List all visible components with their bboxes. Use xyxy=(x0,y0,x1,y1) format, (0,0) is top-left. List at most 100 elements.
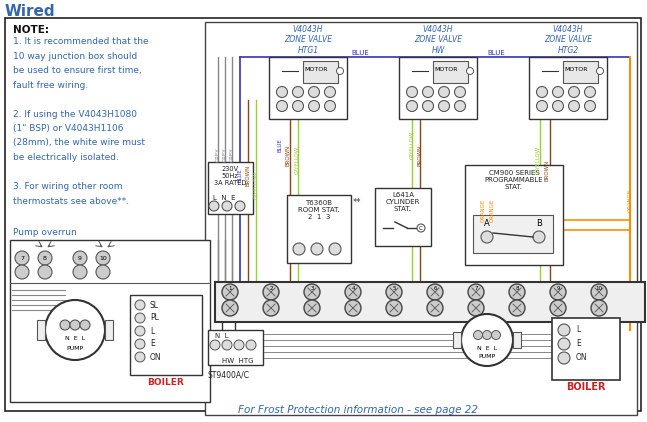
Text: BLUE: BLUE xyxy=(237,168,243,182)
Text: BOILER: BOILER xyxy=(566,382,606,392)
Circle shape xyxy=(15,251,29,265)
Circle shape xyxy=(558,324,570,336)
Text: NOTE:: NOTE: xyxy=(13,25,49,35)
Text: GREY: GREY xyxy=(215,148,221,162)
Text: C: C xyxy=(419,225,423,230)
Bar xyxy=(105,320,113,340)
Circle shape xyxy=(584,87,595,97)
Text: SL: SL xyxy=(150,300,159,309)
Bar xyxy=(208,162,253,214)
Circle shape xyxy=(325,87,336,97)
Text: 8: 8 xyxy=(515,286,519,290)
Text: MOTOR: MOTOR xyxy=(434,67,457,71)
Circle shape xyxy=(386,300,402,316)
Circle shape xyxy=(311,243,323,255)
Text: L641A
CYLINDER
STAT.: L641A CYLINDER STAT. xyxy=(386,192,420,212)
Text: 5: 5 xyxy=(392,286,396,290)
Bar xyxy=(563,61,598,83)
Circle shape xyxy=(550,300,566,316)
Circle shape xyxy=(550,284,566,300)
Text: 2. If using the V4043H1080: 2. If using the V4043H1080 xyxy=(13,109,137,119)
Circle shape xyxy=(509,300,525,316)
Circle shape xyxy=(468,284,484,300)
Text: V4043H
ZONE VALVE
HTG1: V4043H ZONE VALVE HTG1 xyxy=(284,25,332,55)
Circle shape xyxy=(235,201,245,211)
Circle shape xyxy=(309,87,320,97)
Text: 4: 4 xyxy=(351,286,355,290)
Text: 8: 8 xyxy=(43,255,47,260)
Circle shape xyxy=(45,300,105,360)
Text: 7: 7 xyxy=(20,255,24,260)
Circle shape xyxy=(304,300,320,316)
Bar xyxy=(269,57,347,119)
Circle shape xyxy=(536,87,547,97)
Circle shape xyxy=(558,338,570,350)
Circle shape xyxy=(80,320,90,330)
Bar xyxy=(10,240,210,402)
Circle shape xyxy=(135,313,145,323)
Text: (1" BSP) or V4043H1106: (1" BSP) or V4043H1106 xyxy=(13,124,124,133)
Circle shape xyxy=(304,284,320,300)
Text: BLUE: BLUE xyxy=(278,138,283,152)
Text: B: B xyxy=(536,219,542,227)
Text: ST9400A/C: ST9400A/C xyxy=(208,370,250,379)
Circle shape xyxy=(406,100,417,111)
Text: 2: 2 xyxy=(269,286,273,290)
Circle shape xyxy=(263,284,279,300)
Text: Pump overrun: Pump overrun xyxy=(13,228,77,237)
Circle shape xyxy=(422,100,433,111)
Circle shape xyxy=(73,251,87,265)
Text: BROWN: BROWN xyxy=(245,165,250,186)
Text: thermostats see above**.: thermostats see above**. xyxy=(13,197,129,206)
Text: L: L xyxy=(150,327,154,335)
Text: BOILER: BOILER xyxy=(148,378,184,387)
Circle shape xyxy=(483,330,492,340)
Text: ORANGE: ORANGE xyxy=(481,198,485,222)
Circle shape xyxy=(569,87,580,97)
Circle shape xyxy=(292,87,303,97)
Circle shape xyxy=(210,340,220,350)
Text: N  E  L: N E L xyxy=(65,335,85,341)
Bar xyxy=(465,165,563,265)
Text: L: L xyxy=(576,325,580,335)
Circle shape xyxy=(222,201,232,211)
Text: PUMP: PUMP xyxy=(478,354,496,360)
Circle shape xyxy=(222,284,238,300)
Circle shape xyxy=(454,100,465,111)
Circle shape xyxy=(246,340,256,350)
Circle shape xyxy=(292,100,303,111)
Bar xyxy=(529,57,607,119)
Circle shape xyxy=(135,326,145,336)
Circle shape xyxy=(38,251,52,265)
Text: BROWN: BROWN xyxy=(545,160,549,181)
Circle shape xyxy=(209,201,219,211)
Circle shape xyxy=(234,340,244,350)
Text: GREY: GREY xyxy=(223,148,228,162)
Circle shape xyxy=(474,330,483,340)
Text: GREY: GREY xyxy=(230,148,234,162)
Circle shape xyxy=(276,100,287,111)
Circle shape xyxy=(135,339,145,349)
Bar xyxy=(399,57,477,119)
Text: G/YELLOW: G/YELLOW xyxy=(536,146,540,174)
Bar xyxy=(303,61,338,83)
Circle shape xyxy=(427,300,443,316)
Text: 9: 9 xyxy=(556,286,560,290)
Text: N  L: N L xyxy=(215,333,228,339)
Circle shape xyxy=(492,330,501,340)
Text: V4043H
ZONE VALVE
HW: V4043H ZONE VALVE HW xyxy=(414,25,462,55)
Text: 1. It is recommended that the: 1. It is recommended that the xyxy=(13,37,149,46)
Text: T6360B
ROOM STAT.
2  1  3: T6360B ROOM STAT. 2 1 3 xyxy=(298,200,340,220)
Circle shape xyxy=(439,87,450,97)
Circle shape xyxy=(345,300,361,316)
Text: 9: 9 xyxy=(78,255,82,260)
Bar xyxy=(453,332,461,348)
Text: MOTOR: MOTOR xyxy=(304,67,328,71)
Circle shape xyxy=(533,231,545,243)
Text: 6: 6 xyxy=(433,286,437,290)
Circle shape xyxy=(222,300,238,316)
Text: E: E xyxy=(150,340,155,349)
Bar xyxy=(287,195,351,263)
Text: (28mm), the white wire must: (28mm), the white wire must xyxy=(13,138,145,148)
Circle shape xyxy=(263,300,279,316)
